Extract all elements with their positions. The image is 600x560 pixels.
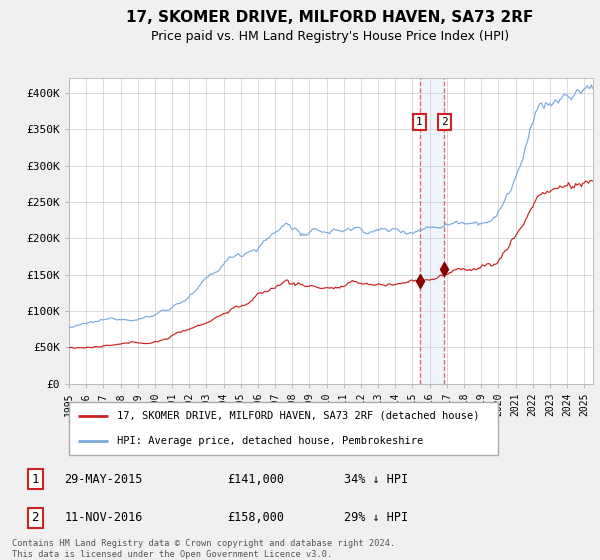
Text: 17, SKOMER DRIVE, MILFORD HAVEN, SA73 2RF (detached house): 17, SKOMER DRIVE, MILFORD HAVEN, SA73 2R… [117,410,479,421]
Text: 2: 2 [441,117,448,127]
Text: 29% ↓ HPI: 29% ↓ HPI [344,511,408,524]
Text: 34% ↓ HPI: 34% ↓ HPI [344,473,408,486]
Text: 29-MAY-2015: 29-MAY-2015 [64,473,143,486]
Text: 11-NOV-2016: 11-NOV-2016 [64,511,143,524]
Text: This data is licensed under the Open Government Licence v3.0.: This data is licensed under the Open Gov… [12,550,332,559]
Text: Contains HM Land Registry data © Crown copyright and database right 2024.: Contains HM Land Registry data © Crown c… [12,539,395,548]
Text: 1: 1 [416,117,423,127]
Text: 17, SKOMER DRIVE, MILFORD HAVEN, SA73 2RF: 17, SKOMER DRIVE, MILFORD HAVEN, SA73 2R… [127,11,533,25]
Text: Price paid vs. HM Land Registry's House Price Index (HPI): Price paid vs. HM Land Registry's House … [151,30,509,43]
Text: £141,000: £141,000 [227,473,284,486]
Text: 2: 2 [32,511,39,524]
Text: HPI: Average price, detached house, Pembrokeshire: HPI: Average price, detached house, Pemb… [117,436,423,446]
Text: £158,000: £158,000 [227,511,284,524]
Bar [419,78,445,384]
Text: 1: 1 [32,473,39,486]
FancyBboxPatch shape [69,402,499,455]
